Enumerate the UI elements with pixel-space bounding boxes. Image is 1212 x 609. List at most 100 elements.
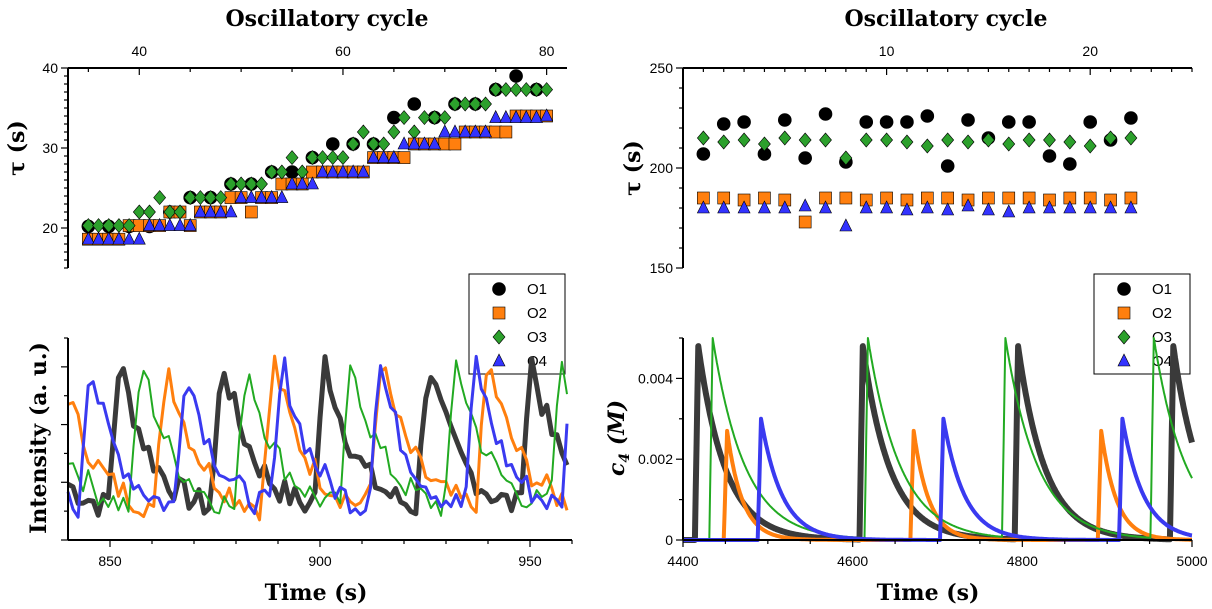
top-left-legend-label-o1: O1: [527, 281, 547, 298]
top-right-top-tick-label: 20: [1082, 43, 1098, 59]
top-left-point-o4: [356, 164, 370, 178]
top-right-point-o2: [982, 191, 995, 205]
panel-top-right: Oscillatory cycle τ (s) 10 20 150 200 250 O1…: [620, 6, 1193, 375]
top-right-point-o3: [798, 132, 812, 148]
top-left-point-o4: [112, 231, 126, 245]
bottom-left-axes: 850 900 950: [61, 337, 573, 569]
top-left-point-o4: [387, 149, 401, 163]
bottom-right-y-axis-title: c4 (M): [604, 400, 633, 476]
bottom-left-y-axis-title: Intensity (a. u.): [26, 342, 52, 534]
top-left-point-o4: [244, 189, 258, 203]
top-left-point-o4: [214, 204, 228, 218]
top-left-legend-label-o3: O3: [527, 329, 547, 346]
top-left-point-o1: [509, 69, 523, 83]
top-right-point-o4: [859, 200, 873, 214]
top-left-legend-box: [468, 273, 566, 375]
top-right-point-o3: [1043, 132, 1056, 148]
top-right-legend-marker-o2: [1117, 306, 1131, 320]
top-left-point-o3: [346, 136, 360, 152]
top-left-point-o4: [346, 164, 360, 178]
top-left-point-o4: [377, 149, 391, 163]
top-right-point-o4: [981, 202, 995, 216]
top-left-point-o3: [265, 164, 279, 180]
top-left-point-o4: [499, 109, 513, 123]
top-left-top-axis-title: Oscillatory cycle: [225, 6, 428, 32]
bottom-right-line-o1: [680, 343, 1195, 543]
top-left-point-o3: [377, 136, 391, 152]
bottom-right-x-tick-label: 4600: [837, 553, 868, 569]
top-right-point-o1: [777, 113, 792, 127]
top-left-point-o3: [530, 82, 543, 98]
bottom-right-x-tick-label: 4800: [1007, 553, 1038, 569]
top-right-point-o1: [920, 109, 935, 123]
top-right-point-o4: [900, 202, 914, 216]
top-left-top-tick-label: 40: [131, 43, 147, 59]
top-right-point-o3: [758, 136, 771, 152]
top-right-point-o4: [839, 218, 853, 232]
top-right-point-o1: [696, 147, 711, 161]
top-left-point-o4: [448, 124, 462, 138]
top-right-point-o4: [1104, 200, 1118, 214]
top-left-point-o3: [224, 176, 238, 192]
top-left-y-tick-label: 40: [42, 60, 58, 76]
top-right-marks: [696, 107, 1138, 232]
top-right-point-o3: [880, 132, 893, 148]
top-right-point-o4: [1042, 200, 1056, 214]
top-left-point-o4: [529, 109, 543, 123]
top-left-point-o3: [306, 150, 319, 166]
top-right-point-o1: [818, 107, 833, 121]
top-right-point-o2: [941, 191, 954, 205]
top-left-point-o3: [397, 110, 411, 126]
top-right-point-o4: [1083, 200, 1097, 214]
top-right-legend-label-o2: O2: [1152, 305, 1172, 322]
top-left-point-o3: [540, 82, 554, 98]
top-right-point-o2: [798, 215, 812, 229]
top-left-point-o3: [285, 150, 299, 166]
top-right-point-o3: [1083, 138, 1097, 154]
top-right-point-o3: [1022, 132, 1036, 148]
top-right-point-o4: [778, 200, 792, 214]
top-right-point-o4: [1002, 204, 1016, 218]
top-left-point-o4: [468, 124, 482, 138]
top-right-point-o1: [737, 115, 751, 129]
top-right-y-tick-label: 150: [650, 260, 674, 276]
top-right-point-o4: [961, 198, 975, 212]
top-right-point-o3: [839, 150, 853, 166]
top-right-point-o1: [900, 115, 914, 129]
top-left-point-o3: [428, 110, 442, 126]
top-right-y-axis-title: τ (s): [620, 140, 646, 196]
top-left-point-o4: [193, 204, 207, 218]
top-right-point-o2: [839, 191, 853, 205]
top-left-legend-marker-o4: [492, 353, 506, 367]
top-right-point-o1: [716, 117, 731, 131]
top-right-point-o4: [1022, 200, 1036, 214]
top-left-point-o4: [417, 136, 431, 150]
top-left-point-o4: [285, 176, 299, 190]
top-left-point-o2: [448, 137, 462, 151]
top-left-point-o4: [132, 231, 146, 245]
bottom-left-line-o3: [67, 359, 568, 517]
top-right-legend-marker-o3: [1117, 329, 1131, 345]
panel-bottom-left: Time (s) Intensity (a. u.) 850 900 950: [26, 337, 573, 606]
top-right-point-o3: [859, 132, 873, 148]
top-right-top-tick-label: 10: [879, 43, 895, 59]
top-left-point-o4: [438, 124, 452, 138]
bottom-left-x-tick-label: 900: [308, 553, 332, 569]
top-left-point-o1: [325, 137, 340, 151]
top-left-point-o3: [387, 124, 401, 140]
top-left-point-o4: [367, 149, 380, 163]
top-right-point-o3: [920, 138, 934, 154]
top-right-legend-label-o1: O1: [1152, 281, 1172, 298]
top-right-legend-marker-o1: [1117, 282, 1131, 296]
top-right-y-tick-label: 200: [650, 160, 674, 176]
top-right-point-o4: [737, 200, 751, 214]
top-right-point-o1: [961, 113, 975, 127]
top-right-point-o3: [941, 132, 955, 148]
top-right-point-o3: [778, 130, 792, 146]
top-right-point-o3: [696, 130, 710, 146]
top-right-point-o4: [798, 198, 812, 212]
bottom-right-lines: [680, 337, 1195, 543]
top-right-point-o1: [1022, 115, 1036, 129]
top-left-point-o4: [204, 204, 218, 218]
top-left-point-o4: [407, 136, 421, 150]
